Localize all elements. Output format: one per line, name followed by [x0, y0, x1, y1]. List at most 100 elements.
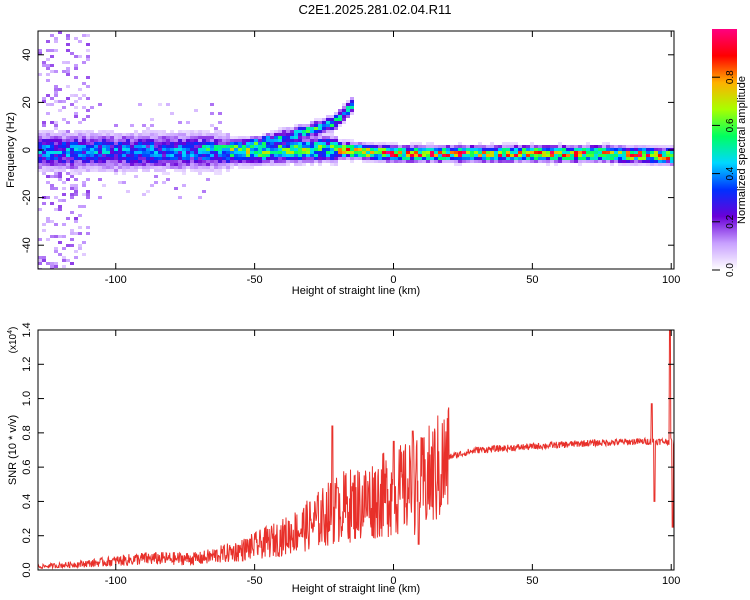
y-tick-label: 20 [21, 96, 33, 108]
spectrogram-cell [122, 166, 126, 169]
spectrogram-cell [74, 106, 78, 109]
spectrogram-cell [458, 142, 462, 145]
spectrogram-cell [58, 175, 62, 178]
spectrogram-cell [226, 151, 230, 154]
spectrogram-cell [242, 166, 246, 169]
spectrogram-cell [322, 157, 326, 160]
spectrogram-cell [250, 142, 254, 145]
spectrogram-cell [66, 160, 70, 163]
spectrogram-cell [86, 58, 90, 61]
spectrogram-cell [246, 148, 250, 151]
spectrogram-cell [318, 130, 322, 133]
spectrogram-cell [262, 145, 266, 148]
spectrogram-cell [86, 196, 90, 199]
spectrogram-cell [102, 154, 106, 157]
snr-y-label: SNR (10 * v/v) [7, 415, 19, 485]
spectrogram-cell [630, 154, 634, 157]
spectrogram-cell [66, 34, 70, 37]
spectrogram-cell [66, 172, 70, 175]
spectrogram-cell [638, 148, 642, 151]
spectrogram-cell [122, 139, 126, 142]
spectrogram-cell [470, 145, 474, 148]
spectrogram-cell [146, 160, 150, 163]
spectrogram-cell [502, 145, 506, 148]
spectrogram-cell [462, 154, 466, 157]
spectrogram-cell [594, 160, 598, 163]
spectrogram-cell [242, 151, 246, 154]
spectrogram-cell [182, 130, 186, 133]
spectrogram-cell [114, 124, 118, 127]
spectrogram-cell [206, 130, 210, 133]
spectrogram-cell [118, 145, 122, 148]
spectrogram-cell [62, 256, 66, 259]
spectrogram-cell [490, 151, 494, 154]
spectrogram-cell [78, 130, 82, 133]
spectrogram-cell [194, 139, 198, 142]
spectrogram-cell [350, 139, 354, 142]
spectrogram-cell [162, 145, 166, 148]
spectrogram-cell [62, 130, 66, 133]
spectrogram-cell [314, 124, 318, 127]
spectrogram-cell [278, 160, 282, 163]
y-tick-label: 40 [21, 49, 33, 61]
spectrogram-cell [230, 148, 234, 151]
spectrogram-cell [238, 145, 242, 148]
spectrogram-cell [222, 145, 226, 148]
spectrogram-cell [198, 142, 202, 145]
spectrogram-cell [126, 163, 130, 166]
spectrogram-cell [618, 154, 622, 157]
spectrogram-cell [82, 157, 86, 160]
spectrogram-cell [146, 190, 150, 193]
spectrogram-cell [74, 64, 78, 67]
spectrogram-cell [538, 151, 542, 154]
spectrogram-cell [74, 151, 78, 154]
y-tick-label: 0.2 [21, 528, 33, 543]
spectrogram-cell [194, 169, 198, 172]
spectrogram-cell [66, 145, 70, 148]
spectrogram-cell [106, 166, 110, 169]
spectrogram-cell [114, 139, 118, 142]
spectrogram-cell [166, 148, 170, 151]
spectrogram-cell [514, 151, 518, 154]
spectrogram-cell [46, 67, 50, 70]
spectrogram-cell [302, 145, 306, 148]
spectrogram-cell [114, 166, 118, 169]
spectrogram-cell [606, 148, 610, 151]
spectrogram-cell [306, 133, 310, 136]
spectrogram-cell [626, 148, 630, 151]
spectrogram-cell [54, 196, 58, 199]
spectrogram-cell [438, 151, 442, 154]
spectrogram-cell [38, 145, 42, 148]
spectrogram-cell [238, 139, 242, 142]
spectrogram-cell [378, 151, 382, 154]
spectrogram-cell [602, 148, 606, 151]
x-tick-label: 100 [662, 274, 680, 286]
spectrogram-cell [578, 145, 582, 148]
spectrogram-cell [210, 169, 214, 172]
spectrogram-cell [114, 142, 118, 145]
spectrogram-cell [38, 163, 42, 166]
spectrogram-cell [394, 154, 398, 157]
spectrogram-cell [202, 166, 206, 169]
spectrogram-cell [86, 43, 90, 46]
spectrogram-cell [586, 151, 590, 154]
spectrogram-cell [146, 148, 150, 151]
spectrogram-cell [66, 73, 70, 76]
spectrogram-cell [670, 163, 674, 166]
spectrogram-cell [178, 163, 182, 166]
spectrogram-cell [286, 151, 290, 154]
snr-frame [37, 329, 675, 571]
spectrogram-cell [162, 151, 166, 154]
spectrogram-cell [38, 154, 42, 157]
spectrogram-cell [186, 130, 190, 133]
spectrogram-cell [46, 154, 50, 157]
spectrogram-cell [438, 145, 442, 148]
spectrogram-cell [242, 145, 246, 148]
spectrogram-cell [402, 154, 406, 157]
spectrogram-cell [326, 145, 330, 148]
spectrogram-cell [574, 151, 578, 154]
spectrogram-cell [370, 157, 374, 160]
spectrogram-cell [610, 163, 614, 166]
spectrogram-cell [286, 136, 290, 139]
spectrogram-cell [250, 139, 254, 142]
